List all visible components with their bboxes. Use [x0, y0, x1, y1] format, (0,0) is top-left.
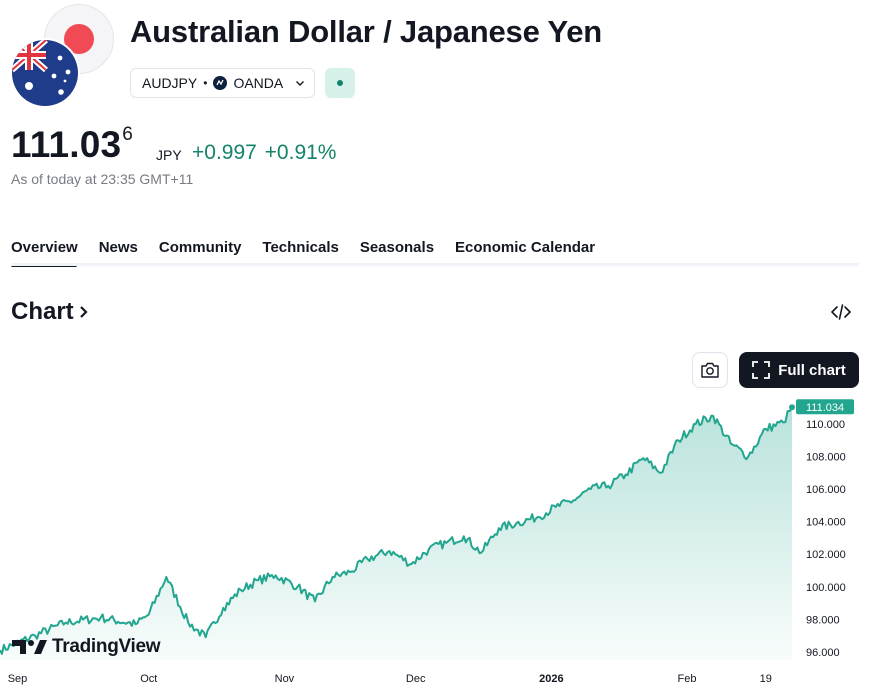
- y-tick-label: 98.000: [806, 614, 840, 626]
- tab-overview[interactable]: Overview: [11, 238, 88, 267]
- market-open-dot: [337, 80, 343, 86]
- tradingview-logo-icon: [12, 640, 47, 654]
- chart-section-link[interactable]: Chart: [11, 298, 90, 326]
- tab-community[interactable]: Community: [158, 239, 242, 256]
- camera-icon: [701, 362, 719, 378]
- separator-dot: •: [203, 76, 208, 90]
- x-tick-label: Oct: [140, 673, 157, 685]
- y-tick-label: 102.000: [806, 549, 846, 561]
- y-tick-label: 96.000: [806, 647, 840, 659]
- price-area-fill: [0, 407, 792, 660]
- tab-technicals[interactable]: Technicals: [262, 239, 339, 256]
- y-tick-label: 108.000: [806, 452, 846, 464]
- x-tick-label: 2026: [539, 673, 563, 685]
- snapshot-button[interactable]: [692, 352, 728, 388]
- y-tick-label: 106.000: [806, 484, 846, 496]
- embed-code-icon[interactable]: [829, 300, 853, 324]
- x-tick-label: Sep: [8, 673, 28, 685]
- australia-flag-icon: [10, 38, 80, 108]
- tab-economic-calendar[interactable]: Economic Calendar: [455, 239, 596, 256]
- last-price-point: [789, 404, 795, 411]
- market-status-indicator[interactable]: [325, 68, 355, 98]
- change-percent: +0.91%: [264, 141, 337, 164]
- tabs-divider: [11, 263, 859, 266]
- symbol-label: AUDJPY: [142, 75, 198, 91]
- tab-seasonals[interactable]: Seasonals: [359, 239, 435, 256]
- y-tick-label: 104.000: [806, 517, 846, 529]
- x-tick-label: 19: [760, 673, 772, 685]
- change-absolute: +0.997: [192, 141, 257, 164]
- y-tick-label: 100.000: [806, 582, 846, 594]
- last-value-label: 111.034: [806, 402, 844, 414]
- broker-label: OANDA: [233, 75, 284, 91]
- price-chart[interactable]: 110.000 108.000 106.000 104.000 102.000 100.0…: [0, 398, 869, 698]
- last-price: 111.036: [11, 124, 133, 166]
- x-tick-label: Nov: [275, 673, 295, 685]
- fullscreen-icon: [752, 361, 771, 379]
- tab-news[interactable]: News: [98, 239, 138, 256]
- oanda-logo-icon: [213, 76, 228, 90]
- chevron-right-icon: [79, 306, 88, 318]
- tab-bar: Overview News Community Technicals Seaso…: [11, 238, 605, 267]
- price-main: 111.03: [11, 124, 122, 165]
- tradingview-logo[interactable]: TradingView: [12, 636, 161, 658]
- chart-heading-label: Chart: [11, 298, 74, 325]
- price-fraction: 6: [122, 124, 134, 145]
- price-change: +0.997 +0.91%: [192, 141, 336, 165]
- price-currency: JPY: [156, 147, 182, 163]
- full-chart-button[interactable]: Full chart: [739, 352, 859, 388]
- x-tick-label: Dec: [406, 673, 426, 685]
- symbol-selector[interactable]: AUDJPY • OANDA: [130, 68, 316, 98]
- quote-timestamp: As of today at 23:35 GMT+11: [11, 171, 194, 187]
- full-chart-label: Full chart: [778, 361, 846, 379]
- price-series-line: [0, 406, 793, 655]
- tradingview-label: TradingView: [52, 636, 161, 657]
- last-value-badge: [796, 399, 854, 415]
- x-tick-label: Feb: [677, 673, 696, 685]
- chevron-down-icon: [296, 81, 305, 86]
- y-tick-label: 110.000: [806, 419, 845, 431]
- page-title: Australian Dollar / Japanese Yen: [130, 14, 603, 49]
